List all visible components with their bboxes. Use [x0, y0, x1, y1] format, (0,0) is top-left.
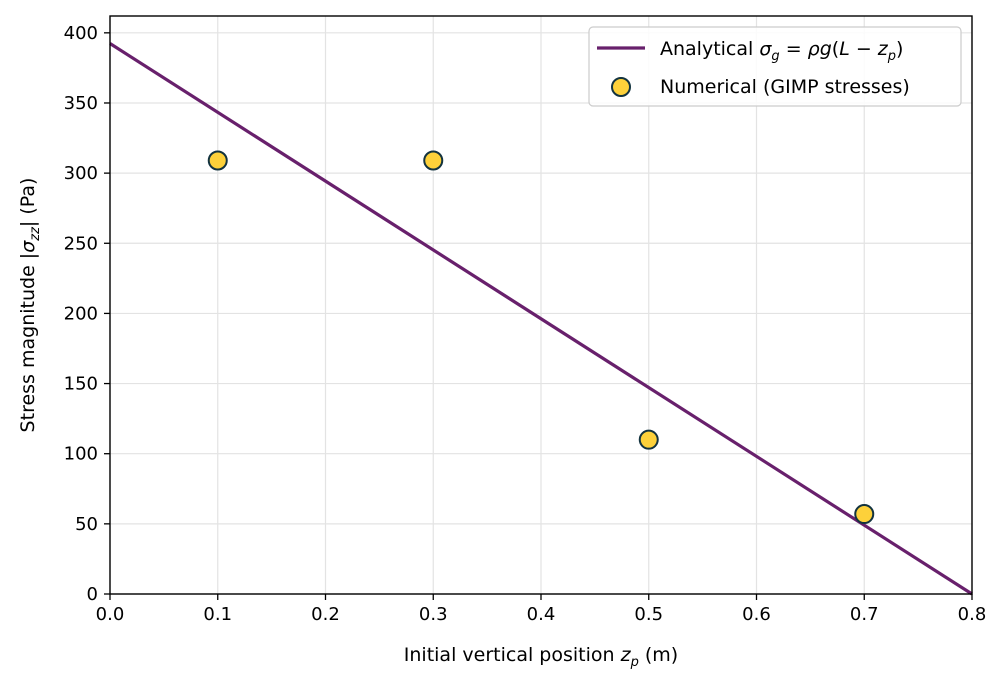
legend-analytical-open: (: [832, 38, 839, 60]
y-axis-label-sub: zz: [28, 226, 43, 242]
y-tick-label: 0: [87, 584, 98, 605]
x-tick-label: 0.1: [203, 604, 232, 625]
y-axis-label-main: Stress magnitude |: [17, 253, 39, 433]
y-tick-label: 100: [64, 444, 98, 465]
legend-analytical-z: z: [877, 38, 889, 60]
series-layer: [109, 42, 973, 596]
x-tick-label: 0.0: [96, 604, 125, 625]
numerical-point: [423, 150, 444, 171]
x-axis-label-var: z: [620, 644, 632, 666]
x-tick-label: 0.4: [527, 604, 556, 625]
x-tick-label: 0.5: [634, 604, 663, 625]
y-tick-label: 200: [64, 303, 98, 324]
legend-entry-numerical: Numerical (GIMP stresses): [660, 76, 910, 98]
numerical-point: [854, 504, 875, 525]
legend-analytical-l: L: [839, 38, 850, 60]
legend-entry-analytical: Analytical σg = ρg(L − zp): [660, 38, 903, 64]
legend-box: [588, 26, 962, 107]
legend: Analytical σg = ρg(L − zp) Numerical (GI…: [588, 26, 962, 107]
legend-analytical-sigma: σ: [759, 38, 772, 60]
legend-analytical-sub-g: g: [771, 49, 779, 64]
x-tick-label: 0.8: [958, 604, 987, 625]
grid: [109, 16, 973, 595]
legend-analytical-rhog: ρg: [808, 38, 832, 60]
x-tick-label: 0.7: [850, 604, 879, 625]
x-tick-label: 0.3: [419, 604, 448, 625]
x-tick-label: 0.6: [742, 604, 771, 625]
y-tick-label: 150: [64, 374, 98, 395]
y-tick-label: 300: [64, 163, 98, 184]
x-axis-label: Initial vertical position zp (m): [404, 644, 678, 670]
x-axis-label-unit: (m): [639, 644, 678, 666]
y-tick-label: 250: [64, 233, 98, 254]
y-tick-label: 400: [64, 23, 98, 44]
y-tick-label: 350: [64, 93, 98, 114]
legend-analytical-sub-p: p: [887, 49, 896, 64]
ticks: 0.0 0.1 0.2 0.3 0.4 0.5 0.6 0.7 0.8 0 50 100 150 200 2…: [64, 23, 987, 625]
legend-analytical-minus: −: [850, 38, 878, 60]
analytical-line: [109, 42, 973, 596]
numerical-point: [207, 150, 228, 171]
y-tick-label: 50: [75, 514, 98, 535]
legend-analytical-label: Analytical: [660, 38, 759, 60]
numerical-point: [638, 429, 659, 450]
legend-marker-swatch: [611, 77, 631, 97]
legend-analytical-eq: =: [780, 38, 808, 60]
y-axis-label-var: σ: [17, 240, 39, 253]
x-axis-label-main: Initial vertical position: [404, 644, 621, 666]
x-tick-label: 0.2: [311, 604, 340, 625]
legend-analytical-close: ): [896, 38, 903, 60]
y-axis-label: Stress magnitude |σzz| (Pa): [17, 178, 43, 433]
x-axis-label-sub: p: [630, 655, 639, 670]
y-axis-label-unit: | (Pa): [17, 178, 39, 228]
